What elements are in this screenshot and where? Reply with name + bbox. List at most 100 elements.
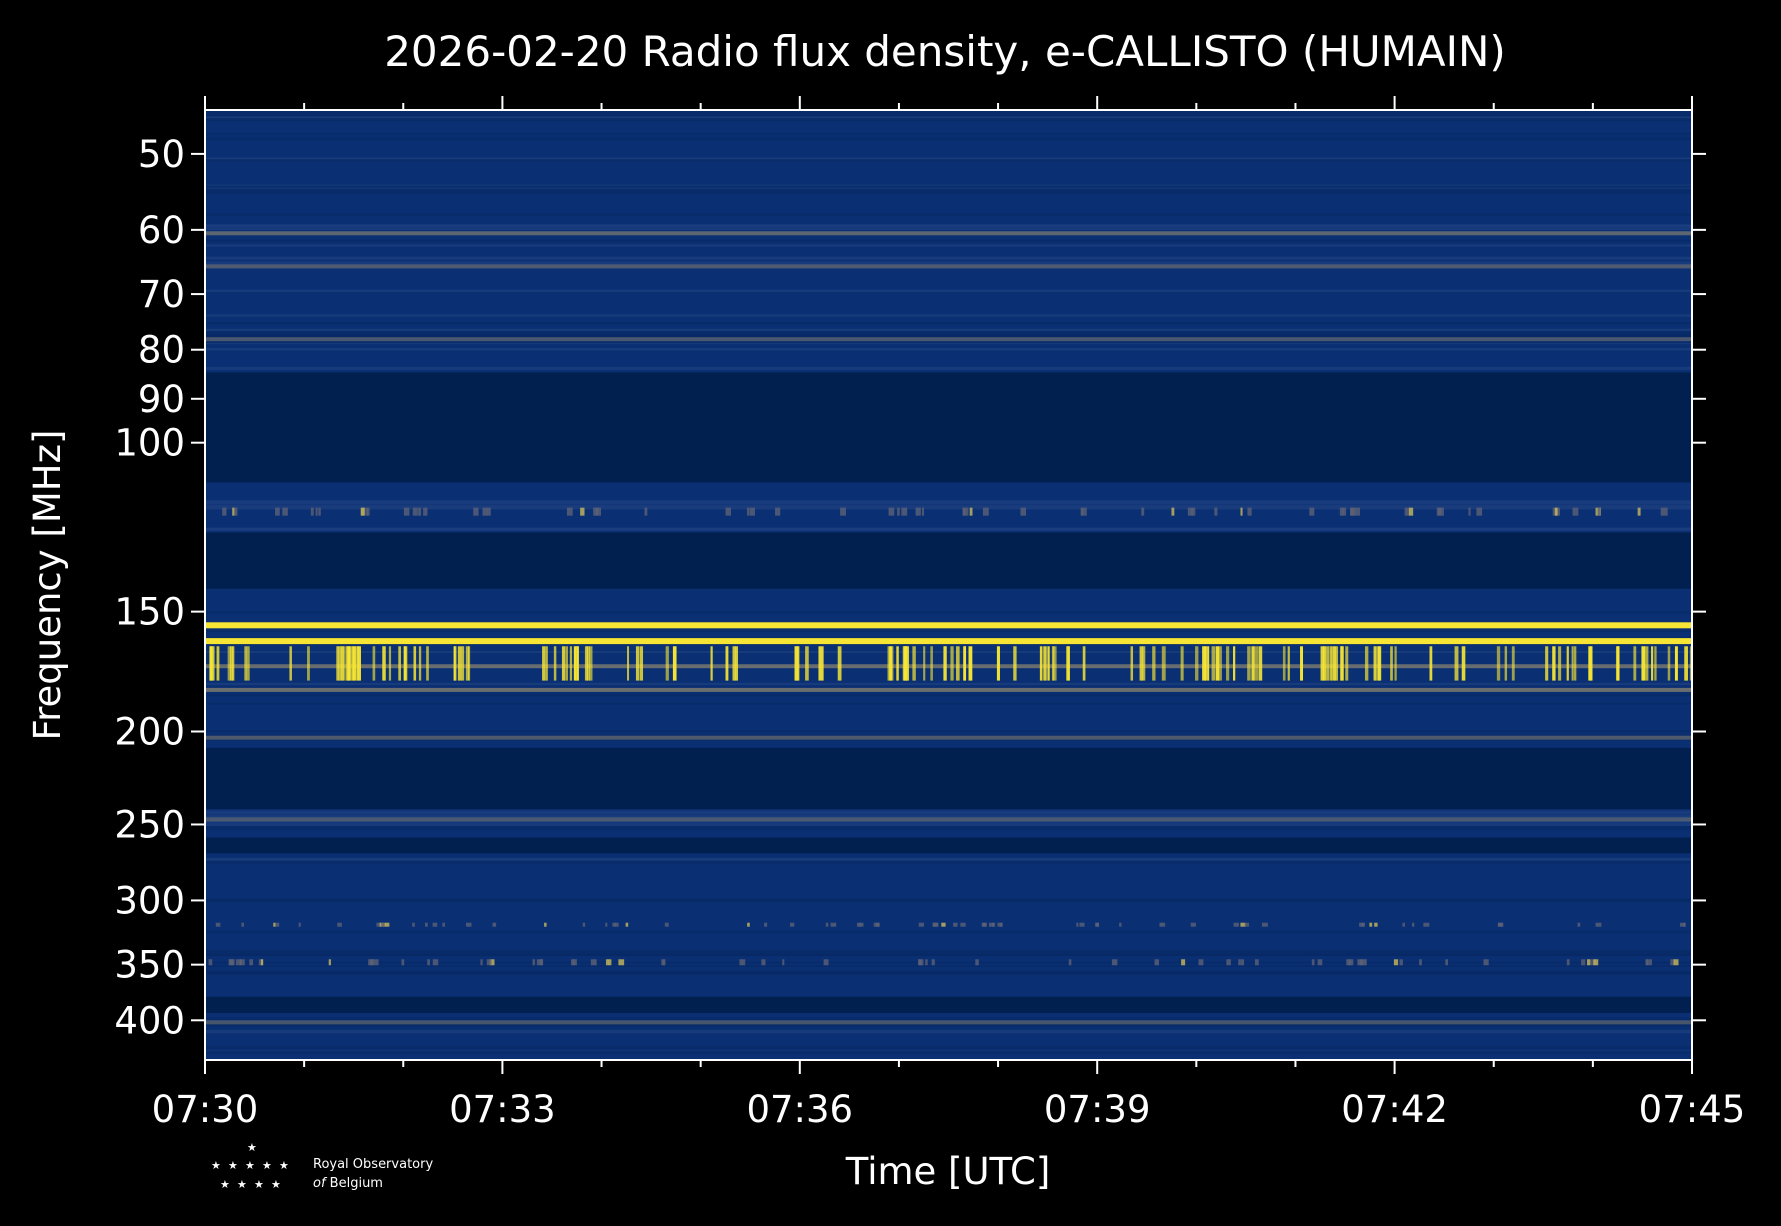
burst-mark [553,646,557,681]
speckle-mark [486,959,492,966]
speckle-mark [922,507,925,516]
speckle-mark [1476,507,1483,516]
speckle-mark [371,959,376,966]
burst-mark [1215,646,1220,681]
noise-streak [205,930,1692,934]
burst-mark [561,646,566,681]
noise-streak [205,528,1692,530]
burst-mark [307,646,310,681]
noise-streak [205,1050,1692,1054]
speckle-mark [775,507,781,516]
burst-mark [1552,646,1556,681]
burst-mark [584,646,589,681]
burst-mark [1282,646,1286,681]
speckle-mark [222,507,227,516]
star-emblem-icon: ★ ★ ★ ★ ★ ★ ★ ★ ★ ★ [211,1141,289,1191]
x-tick-label: 07:45 [1639,1088,1746,1131]
speckle-mark [337,922,342,927]
speckle-mark [1096,922,1099,927]
noise-streak [205,1046,1692,1049]
speckle-mark [888,507,895,516]
noise-streak [205,650,1692,653]
burst-mark [1051,646,1055,681]
noise-streak [205,239,1692,242]
noise-streak [205,191,1692,194]
burst-mark [244,646,247,681]
noise-streak [205,965,1692,967]
speckle-mark [544,922,547,927]
burst-mark [732,646,736,681]
burst-mark [1211,646,1216,681]
burst-mark [573,646,577,681]
speckle-mark [1408,507,1414,516]
noise-streak [205,1029,1692,1034]
noise-streak [205,504,1692,508]
burst-mark [1287,646,1290,681]
burst-mark [1326,646,1330,681]
burst-mark [1052,646,1057,681]
burst-mark [372,646,376,681]
burst-mark [968,646,973,681]
burst-mark [1590,646,1593,681]
burst-mark [467,646,471,681]
burst-mark [461,646,465,681]
y-tick-label: 400 [114,999,185,1042]
speckle-mark [1317,959,1323,966]
burst-mark [1247,646,1251,681]
speckle-mark [1187,507,1193,516]
logo-line-2: Belgium [329,1176,383,1191]
interference-line [205,1020,1692,1025]
speckle-mark [1233,922,1239,927]
speckle-mark [1171,507,1175,516]
speckle-mark [1346,959,1351,966]
burst-mark [1654,646,1657,681]
noise-streak [205,857,1692,862]
frequency-gap-band [205,837,1692,854]
speckle-mark [1399,959,1403,966]
noise-streak [205,185,1692,190]
interference-line [205,264,1692,269]
speckle-mark [1663,507,1668,516]
speckle-mark [1468,507,1471,516]
burst-mark [1300,646,1304,681]
speckle-mark [473,507,479,516]
burst-mark [930,646,933,681]
speckle-mark [1020,507,1027,516]
noise-streak [205,159,1692,162]
burst-mark [1496,646,1501,681]
speckle-mark [1438,507,1444,516]
speckle-mark [582,922,586,927]
burst-mark [576,646,579,681]
speckle-mark [963,507,966,516]
speckle-mark [489,959,495,966]
speckle-mark [614,922,619,927]
speckle-mark [1161,922,1166,927]
burst-mark [1574,646,1577,681]
burst-mark [837,646,842,681]
speckle-mark [761,959,766,966]
frequency-gap-band [205,747,1692,810]
burst-mark [216,646,220,681]
burst-mark [1330,646,1333,681]
burst-mark [1644,646,1649,681]
speckle-mark [1374,922,1378,927]
burst-mark [1689,646,1692,681]
noise-streak [205,816,1692,819]
speckle-mark [249,959,254,966]
y-tick-label: 250 [114,803,185,846]
noise-streak [205,256,1692,260]
speckle-mark [482,507,488,516]
noise-streak [205,814,1692,817]
speckle-mark [982,922,987,927]
speckle-mark [1190,922,1196,927]
burst-mark [337,646,341,681]
speckle-mark [573,959,577,966]
speckle-mark [1498,922,1503,927]
speckle-mark [960,922,966,927]
speckle-mark [975,959,979,966]
x-axis-label: Time [UTC] [845,1150,1051,1193]
speckle-mark [384,922,390,927]
speckle-mark [918,959,924,966]
speckle-mark [612,922,616,927]
burst-mark [1588,646,1592,681]
